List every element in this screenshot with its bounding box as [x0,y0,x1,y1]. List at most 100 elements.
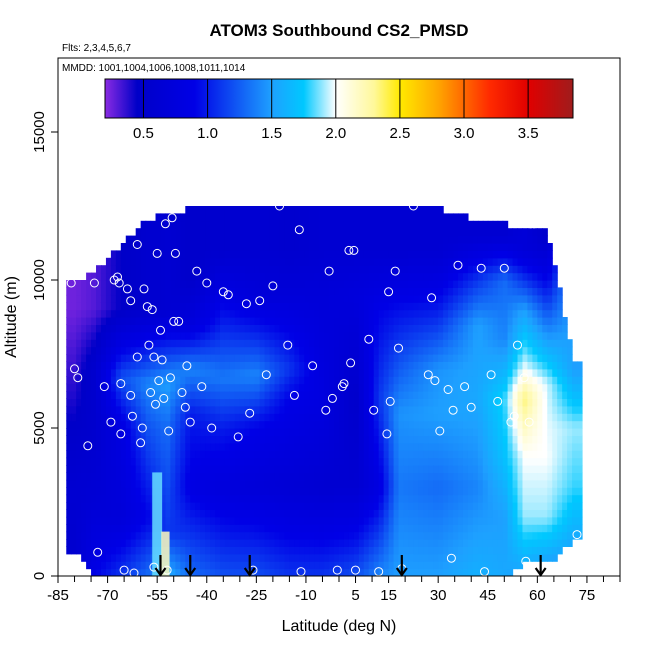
heatmap-cell [224,280,231,288]
heatmap-cell [403,361,410,370]
heatmap-cell [358,442,365,451]
heatmap-cell [552,509,558,518]
heatmap-cell [512,346,519,355]
heatmap-cell [135,272,142,281]
heatmap-cell [502,294,509,303]
heatmap-cell [527,280,533,288]
heatmap-cell [329,524,335,533]
heatmap-cell [537,391,543,399]
heatmap-cell [185,383,191,392]
heatmap-cell [428,257,434,266]
heatmap-cell [140,413,147,422]
heatmap-cell [398,420,405,429]
heatmap-cell [229,413,236,422]
heatmap-cell [368,294,375,303]
heatmap-cell [190,250,196,259]
heatmap-cell [294,346,300,355]
heatmap-cell [284,457,291,466]
heatmap-cell [210,235,216,244]
heatmap-cell [304,368,310,377]
heatmap-cell [423,442,429,451]
heatmap-cell [120,487,127,496]
heatmap-cell [155,339,162,348]
heatmap-cell [215,265,221,274]
heatmap-cell [195,339,201,348]
heatmap-cell [482,287,489,296]
heatmap-cell [274,494,281,503]
heatmap-cell [353,546,360,555]
heatmap-cell [358,250,365,259]
heatmap-cell [269,472,276,481]
heatmap-cell [219,361,226,370]
heatmap-cell [363,280,370,288]
heatmap-cell [71,376,77,385]
heatmap-cell [517,561,524,570]
heatmap-cell [532,442,538,451]
heatmap-cell [274,465,281,473]
heatmap-cell [547,546,553,555]
heatmap-cell [100,457,107,466]
heatmap-cell [433,346,439,355]
heatmap-cell [358,228,365,237]
heatmap-cell [363,420,370,429]
heatmap-cell [319,272,325,281]
heatmap-cell [448,331,454,340]
heatmap-cell [438,472,444,481]
heatmap-cell [309,272,315,281]
heatmap-cell [264,539,271,547]
heatmap-cell [532,331,538,340]
heatmap-cell [487,561,494,570]
heatmap-cell [81,391,87,399]
heatmap-cell [433,339,439,348]
heatmap-cell [160,435,167,444]
heatmap-cell [482,391,489,399]
heatmap-cell [413,354,419,362]
heatmap-cell [408,324,414,333]
heatmap-cell [398,206,405,214]
heatmap-cell [120,479,127,488]
heatmap-cell [180,561,186,570]
heatmap-cell [135,509,142,518]
heatmap-cell [135,539,142,547]
heatmap-cell [542,317,548,325]
heatmap-cell [200,479,206,488]
heatmap-cell [71,331,77,340]
heatmap-cell [547,531,553,540]
heatmap-cell [319,516,325,525]
heatmap-cell [299,280,305,288]
heatmap-cell [180,405,186,414]
heatmap-cell [170,324,176,333]
heatmap-cell [71,391,77,399]
heatmap-cell [224,265,231,274]
heatmap-cell [522,524,529,533]
heatmap-cell [180,428,186,436]
heatmap-cell [224,309,231,318]
heatmap-cell [125,280,132,288]
heatmap-cell [219,354,226,362]
heatmap-cell [453,309,459,318]
heatmap-cell [314,383,320,392]
heatmap-cell [393,206,400,214]
heatmap-cell [195,346,201,355]
heatmap-cell [557,324,563,333]
heatmap-cell [393,472,400,481]
heatmap-cell [309,561,315,570]
heatmap-cell [542,428,548,436]
heatmap-cell [254,465,261,473]
heatmap-cell [269,309,276,318]
heatmap-cell [185,220,191,229]
heatmap-cell [96,472,102,481]
heatmap-cell [393,228,400,237]
heatmap-cell [254,243,261,251]
heatmap-cell [294,487,300,496]
heatmap-cell [66,546,72,555]
heatmap-cell [185,331,191,340]
heatmap-cell [482,272,489,281]
heatmap-cell [324,442,330,451]
heatmap-cell [125,339,132,348]
heatmap-cell [562,450,568,459]
heatmap-cell [343,317,350,325]
observation-point [149,562,159,572]
heatmap-cell [378,317,385,325]
heatmap-cell [81,405,87,414]
